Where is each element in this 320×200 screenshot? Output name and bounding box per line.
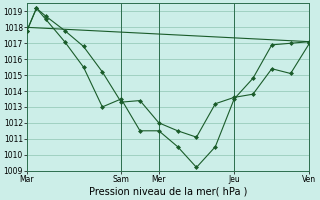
X-axis label: Pression niveau de la mer( hPa ): Pression niveau de la mer( hPa ) [89,187,247,197]
